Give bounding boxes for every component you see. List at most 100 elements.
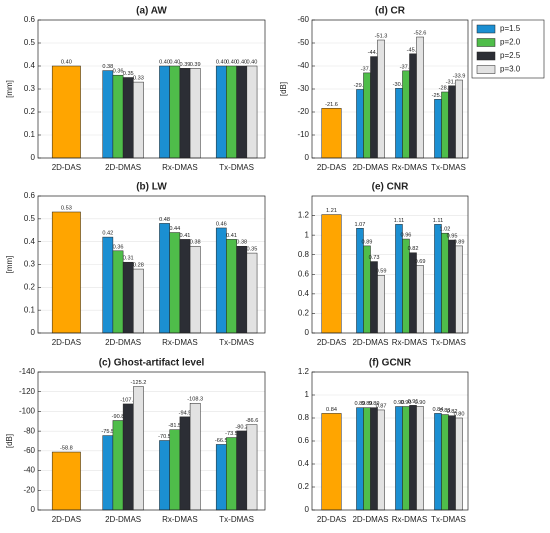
value-label: 0.42 xyxy=(102,231,113,237)
value-label: 0.90 xyxy=(401,400,412,406)
bar xyxy=(402,238,410,334)
value-label: 0.69 xyxy=(415,259,426,265)
bar xyxy=(356,407,364,511)
bar xyxy=(409,53,417,159)
bar xyxy=(51,65,81,159)
y-tick-label: 1.2 xyxy=(298,211,310,220)
x-tick-label: 2D-DAS xyxy=(52,163,81,172)
value-label: 0.36 xyxy=(113,69,124,75)
value-label: 0.33 xyxy=(133,76,144,82)
x-tick-label: 2D-DMAS xyxy=(105,163,141,172)
y-axis-label: [dB] xyxy=(279,82,288,96)
value-label: -75.5 xyxy=(101,429,114,435)
value-label: 0.91 xyxy=(408,399,419,405)
value-label: 0.39 xyxy=(180,62,191,68)
value-label: -25.5 xyxy=(432,93,445,99)
bar xyxy=(236,65,248,159)
value-label: -37.0 xyxy=(361,66,374,72)
bar xyxy=(402,406,410,511)
y-tick-label: 0 xyxy=(31,328,36,337)
value-label: 0.83 xyxy=(440,408,451,414)
axes-box xyxy=(37,371,266,511)
value-label: 1.21 xyxy=(326,208,337,214)
value-label: 0.84 xyxy=(326,407,337,413)
bar xyxy=(416,406,424,511)
legend-swatch xyxy=(476,65,496,74)
x-tick-label: 2D-DMAS xyxy=(352,515,388,524)
bar xyxy=(448,415,456,511)
axes-box xyxy=(37,19,266,159)
value-label: -28.7 xyxy=(439,85,452,91)
y-tick-label: 0.8 xyxy=(298,413,310,422)
y-tick-label: 0 xyxy=(31,153,36,162)
value-label: 0.40 xyxy=(159,59,170,65)
bar xyxy=(356,89,364,159)
y-tick-label: -60 xyxy=(23,446,35,455)
value-label: 0.90 xyxy=(415,400,426,406)
value-label: 0.38 xyxy=(102,64,113,70)
bar xyxy=(236,430,248,511)
y-tick-label: -100 xyxy=(19,407,36,416)
y-tick-label: 1.2 xyxy=(298,367,310,376)
y-axis-label: [dB] xyxy=(5,434,14,448)
y-tick-label: 0.5 xyxy=(24,214,36,223)
bar xyxy=(122,261,134,334)
bar xyxy=(169,429,181,511)
x-tick-label: Rx-DMAS xyxy=(392,338,428,347)
bar xyxy=(370,56,378,159)
value-label: 0.89 xyxy=(355,401,366,407)
value-label: 0.44 xyxy=(169,226,180,232)
y-tick-label: 1 xyxy=(305,390,310,399)
bar xyxy=(246,424,258,511)
bar xyxy=(215,444,227,511)
value-label: -52.6 xyxy=(414,31,427,37)
y-tick-label: -10 xyxy=(297,130,309,139)
value-label: -81.5 xyxy=(168,423,181,429)
value-label: 0.40 xyxy=(169,59,180,65)
bar xyxy=(377,275,385,334)
bar xyxy=(102,70,114,159)
y-tick-label: 0.1 xyxy=(24,305,36,314)
bar xyxy=(246,65,258,159)
bar xyxy=(215,65,227,159)
bar xyxy=(246,252,258,334)
y-tick-label: 0.2 xyxy=(24,107,36,116)
bar xyxy=(395,224,403,334)
x-tick-label: Rx-DMAS xyxy=(162,515,198,524)
bar xyxy=(455,417,463,511)
value-label: -21.6 xyxy=(325,102,338,108)
y-tick-label: -80 xyxy=(23,426,35,435)
value-label: 0.95 xyxy=(447,234,458,240)
bar xyxy=(133,386,144,511)
y-tick-label: -50 xyxy=(297,38,309,47)
value-label: 0.96 xyxy=(401,233,412,239)
bar xyxy=(122,77,134,159)
value-label: -33.9 xyxy=(453,74,466,80)
value-label: 0.59 xyxy=(376,269,387,275)
value-label: -66.5 xyxy=(215,438,228,444)
bar xyxy=(321,214,342,334)
value-label: -108.3 xyxy=(187,397,203,403)
legend-label: p=2.5 xyxy=(500,51,521,60)
value-label: -58.8 xyxy=(60,446,73,452)
value-label: -73.5 xyxy=(225,431,238,437)
value-label: 0.40 xyxy=(216,59,227,65)
y-tick-label: 0.4 xyxy=(298,459,310,468)
value-label: 0.41 xyxy=(226,233,237,239)
x-tick-label: Tx-DMAS xyxy=(219,515,254,524)
value-label: 0.36 xyxy=(113,244,124,250)
value-label: -86.6 xyxy=(246,418,259,424)
bar xyxy=(363,407,371,511)
y-tick-label: 0.1 xyxy=(24,130,36,139)
bar xyxy=(321,108,342,159)
value-label: -125.2 xyxy=(131,380,147,386)
bar xyxy=(434,99,442,159)
y-tick-label: -60 xyxy=(297,15,309,24)
bar xyxy=(179,416,191,511)
y-tick-label: 0 xyxy=(305,328,310,337)
x-tick-label: Rx-DMAS xyxy=(392,163,428,172)
y-tick-label: 0.3 xyxy=(24,84,36,93)
y-tick-label: 0.8 xyxy=(298,250,310,259)
bar xyxy=(416,265,424,334)
x-tick-label: 2D-DAS xyxy=(52,338,81,347)
